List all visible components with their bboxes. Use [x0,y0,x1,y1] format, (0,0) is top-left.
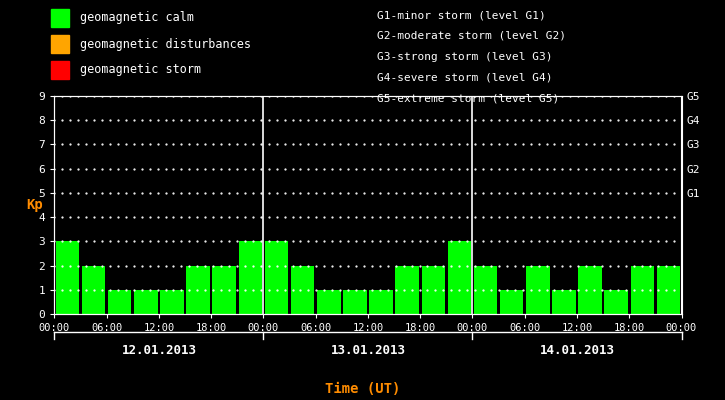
Text: geomagnetic storm: geomagnetic storm [80,64,201,76]
Text: G1-minor storm (level G1): G1-minor storm (level G1) [377,10,546,20]
Bar [160,290,183,314]
Text: G4-severe storm (level G4): G4-severe storm (level G4) [377,72,552,82]
Text: geomagnetic calm: geomagnetic calm [80,12,194,24]
Bar [579,266,602,314]
Text: 12.01.2013: 12.01.2013 [121,344,196,357]
Y-axis label: Kp: Kp [26,198,43,212]
Bar [447,241,471,314]
Bar [657,266,680,314]
Bar [317,290,341,314]
Text: G5-extreme storm (level G5): G5-extreme storm (level G5) [377,93,559,103]
Text: Time (UT): Time (UT) [325,382,400,396]
Bar [56,241,79,314]
Text: geomagnetic disturbances: geomagnetic disturbances [80,38,251,50]
Bar [265,241,289,314]
Bar [605,290,628,314]
Bar [526,266,550,314]
Bar [82,266,105,314]
Bar [631,266,654,314]
Bar [134,290,157,314]
Bar [212,266,236,314]
Bar [108,290,131,314]
Bar [291,266,315,314]
Bar [186,266,210,314]
Bar [552,290,576,314]
Text: G2-moderate storm (level G2): G2-moderate storm (level G2) [377,31,566,41]
Bar [395,266,419,314]
Text: 13.01.2013: 13.01.2013 [331,344,405,357]
Bar [369,290,393,314]
Bar [343,290,367,314]
Bar [421,266,445,314]
Text: 14.01.2013: 14.01.2013 [539,344,615,357]
Bar [239,241,262,314]
Text: G3-strong storm (level G3): G3-strong storm (level G3) [377,52,552,62]
Bar [473,266,497,314]
Bar [500,290,523,314]
